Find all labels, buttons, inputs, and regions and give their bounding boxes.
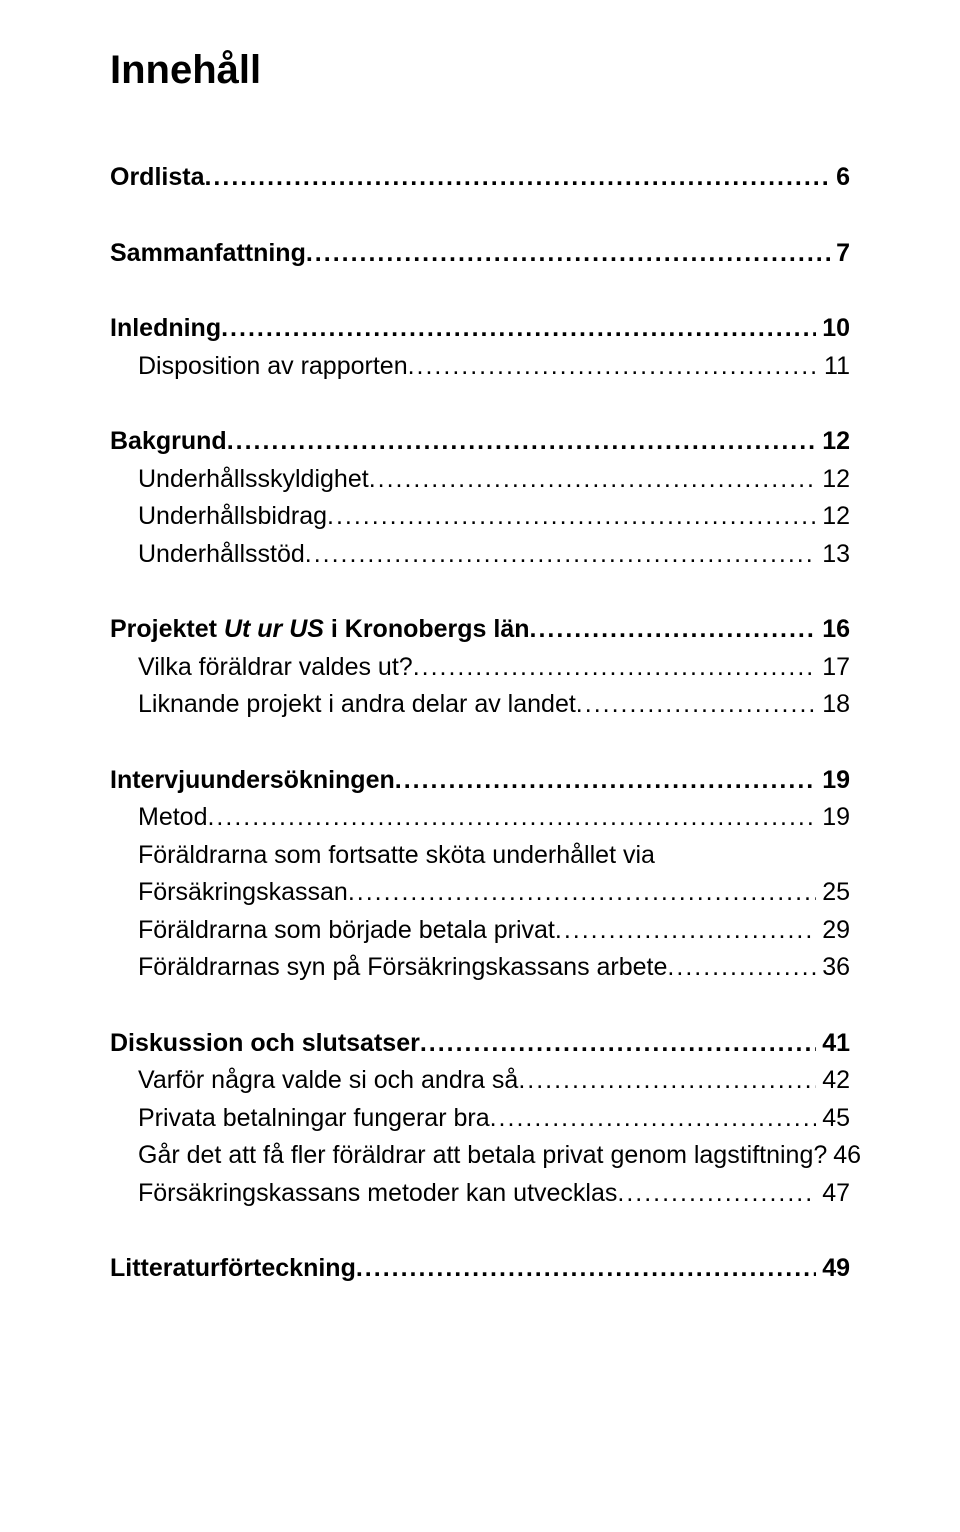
toc-label: Inledning (110, 310, 221, 348)
toc-page: 13 (816, 536, 850, 574)
toc-entry: Föräldrarna som började betala privat 29 (110, 912, 850, 950)
toc-page: 41 (816, 1025, 850, 1063)
toc-label: Bakgrund (110, 423, 227, 461)
toc-leader (667, 949, 816, 987)
toc-page: 42 (816, 1062, 850, 1100)
toc-label: Varför några valde si och andra så (138, 1062, 518, 1100)
toc-label: Disposition av rapporten (138, 348, 408, 386)
document-title: Innehåll (110, 48, 850, 93)
toc-entry: Inledning 10 (110, 304, 850, 348)
toc-entry: Disposition av rapporten 11 (110, 348, 850, 386)
toc-page: 18 (816, 686, 850, 724)
toc-label: Försäkringskassans metoder kan utvecklas (138, 1175, 617, 1213)
toc-label: Underhållsskyldighet (138, 461, 369, 499)
toc-leader (306, 235, 830, 273)
toc-page: 19 (816, 799, 850, 837)
toc-label: Går det att få fler föräldrar att betala… (138, 1137, 827, 1175)
toc-leader (369, 461, 817, 499)
toc-label: Föräldrarna som fortsatte sköta underhål… (138, 837, 655, 875)
toc-entry: Underhållsbidrag 12 (110, 498, 850, 536)
toc-block-3: Inledning 10 Disposition av rapporten 11 (110, 304, 850, 385)
toc-leader (207, 799, 816, 837)
toc-leader (221, 310, 816, 348)
toc-label: Ordlista (110, 159, 204, 197)
toc-page: 45 (816, 1100, 850, 1138)
toc-label: Litteraturförteckning (110, 1250, 356, 1288)
toc-page: 12 (816, 498, 850, 536)
toc-page: 17 (816, 649, 850, 687)
toc-label: Försäkringskassan (138, 874, 348, 912)
toc-leader (356, 1250, 816, 1288)
toc-label: Vilka föräldrar valdes ut? (138, 649, 413, 687)
toc-label: Underhållsstöd (138, 536, 305, 574)
toc-entry: Föräldrarnas syn på Försäkringskassans a… (110, 949, 850, 987)
toc-entry: Privata betalningar fungerar bra 45 (110, 1100, 850, 1138)
toc-leader (305, 536, 816, 574)
toc-page: 7 (830, 235, 850, 273)
toc-page: 10 (816, 310, 850, 348)
toc-leader (530, 611, 817, 649)
toc-entry: Sammanfattning 7 (110, 229, 850, 273)
toc-page: 12 (816, 461, 850, 499)
toc-entry: Bakgrund 12 (110, 417, 850, 461)
toc-page: 16 (816, 611, 850, 649)
toc-block-2: Sammanfattning 7 (110, 229, 850, 273)
toc-leader (408, 348, 818, 386)
toc-block-5: Projektet Ut ur US i Kronobergs län 16 V… (110, 605, 850, 724)
toc-entry: Underhållsskyldighet 12 (110, 461, 850, 499)
toc-page: 29 (816, 912, 850, 950)
toc-page: 49 (816, 1250, 850, 1288)
toc-label: Sammanfattning (110, 235, 306, 273)
toc-page: 19 (816, 762, 850, 800)
toc-leader (576, 686, 816, 724)
toc-entry-line2: Försäkringskassan 25 (110, 874, 850, 912)
toc-leader (204, 159, 830, 197)
toc-leader (420, 1025, 816, 1063)
toc-entry: Litteraturförteckning 49 (110, 1244, 850, 1288)
toc-entry: Ordlista 6 (110, 153, 850, 197)
toc-label: Liknande projekt i andra delar av landet (138, 686, 576, 724)
toc-label: Intervjuundersökningen (110, 762, 395, 800)
toc-block-6: Intervjuundersökningen 19 Metod 19 Föräl… (110, 756, 850, 987)
toc-block-1: Ordlista 6 (110, 153, 850, 197)
toc-entry: Går det att få fler föräldrar att betala… (110, 1137, 850, 1175)
toc-entry: Diskussion och slutsatser 41 (110, 1019, 850, 1063)
toc-entry: Försäkringskassans metoder kan utvecklas… (110, 1175, 850, 1213)
toc-page: 12 (816, 423, 850, 461)
toc-page: 47 (816, 1175, 850, 1213)
toc-label: Projektet Ut ur US i Kronobergs län (110, 611, 530, 649)
toc-entry: Föräldrarna som fortsatte sköta underhål… (110, 837, 850, 875)
toc-page: 46 (827, 1137, 861, 1175)
toc-label: Underhållsbidrag (138, 498, 327, 536)
toc-entry: Metod 19 (110, 799, 850, 837)
toc-entry: Projektet Ut ur US i Kronobergs län 16 (110, 605, 850, 649)
toc-leader (395, 762, 816, 800)
toc-leader (348, 874, 816, 912)
toc-block-4: Bakgrund 12 Underhållsskyldighet 12 Unde… (110, 417, 850, 573)
toc-leader (617, 1175, 816, 1213)
toc-page: 25 (816, 874, 850, 912)
toc-leader (227, 423, 817, 461)
toc-leader (518, 1062, 816, 1100)
toc-label: Föräldrarna som började betala privat (138, 912, 555, 950)
toc-entry: Varför några valde si och andra så 42 (110, 1062, 850, 1100)
toc-label: Metod (138, 799, 207, 837)
toc-block-7: Diskussion och slutsatser 41 Varför någr… (110, 1019, 850, 1213)
toc-block-8: Litteraturförteckning 49 (110, 1244, 850, 1288)
toc-page: 36 (816, 949, 850, 987)
toc-entry: Vilka föräldrar valdes ut? 17 (110, 649, 850, 687)
document-page: Innehåll Ordlista 6 Sammanfattning 7 Inl… (0, 0, 960, 1532)
toc-entry: Intervjuundersökningen 19 (110, 756, 850, 800)
toc-page: 11 (818, 348, 850, 386)
toc-leader (327, 498, 816, 536)
toc-leader (413, 649, 817, 687)
toc-page: 6 (830, 159, 850, 197)
toc-label: Privata betalningar fungerar bra (138, 1100, 490, 1138)
toc-entry: Liknande projekt i andra delar av landet… (110, 686, 850, 724)
toc-label: Diskussion och slutsatser (110, 1025, 420, 1063)
toc-leader (490, 1100, 817, 1138)
toc-entry: Underhållsstöd 13 (110, 536, 850, 574)
toc-label: Föräldrarnas syn på Försäkringskassans a… (138, 949, 667, 987)
toc-leader (555, 912, 816, 950)
